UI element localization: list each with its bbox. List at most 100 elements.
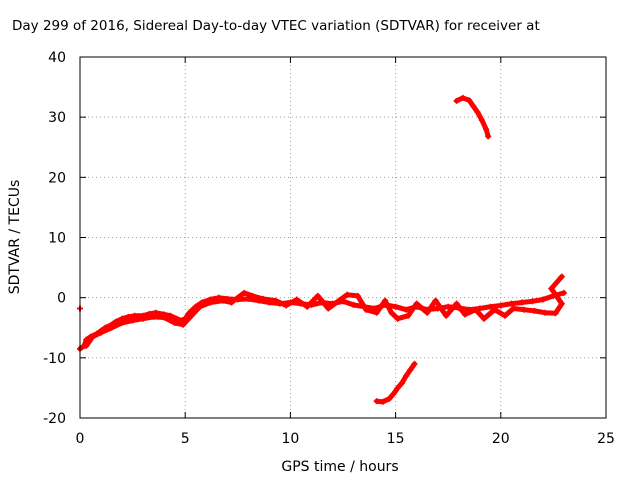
upper-trace-point [260,295,267,302]
upper-trace-line [83,274,565,349]
y-tick-label: -20 [43,411,66,427]
upper-trace-point [548,285,555,292]
upper-trace-point [480,315,487,322]
high-arc-point [478,117,485,124]
high-arc-point [474,109,481,116]
upper-trace-point [558,273,565,280]
upper-trace-point [283,302,290,309]
upper-trace-point [388,309,395,316]
upper-trace-point [424,309,431,316]
upper-trace-point [373,309,380,316]
y-tick-label: 0 [57,291,66,307]
upper-trace-point [558,300,565,307]
main-trace-point [518,299,525,306]
main-trace-point [403,306,410,313]
main-trace-point [392,303,399,310]
high-arc-point [483,126,490,133]
upper-trace-point [432,297,439,304]
y-tick-label: 40 [48,50,66,66]
upper-trace-point [161,314,168,321]
main-trace-point [560,289,567,296]
upper-trace-point [394,315,401,322]
upper-trace-point [335,297,342,304]
high-arc-point [466,97,473,104]
main-trace-point [173,315,180,322]
x-tick-label: 25 [597,431,615,447]
high-arc-point [470,103,477,110]
upper-trace-point [443,312,450,319]
y-tick-label: 30 [48,110,66,126]
upper-trace-point [382,297,389,304]
y-axis-label: SDTVAR / TECUs [7,180,23,295]
upper-trace-point [150,313,157,320]
upper-trace-point [491,306,498,313]
upper-trace-point [241,289,248,296]
upper-trace-point [502,312,509,319]
high-arc-point [485,133,492,140]
main-trace-point [539,296,546,303]
upper-trace-point [171,319,178,326]
upper-trace-point [89,333,96,340]
upper-trace-point [249,292,256,299]
upper-trace-point [108,324,115,331]
upper-trace-point [413,300,420,307]
low-arc-point [394,384,401,391]
upper-trace-point [520,306,527,313]
upper-trace-point [541,309,548,316]
y-tick-label: 10 [48,231,66,247]
data-layer [77,94,567,405]
chart-title: Day 299 of 2016, Sidereal Day-to-day VTE… [12,18,540,34]
upper-trace-point [363,306,370,313]
upper-trace-point [531,307,538,314]
upper-trace-point [354,292,361,299]
low-arc-point [379,398,386,405]
upper-trace-point [140,315,147,322]
upper-trace-point [453,300,460,307]
main-trace-point [487,303,494,310]
upper-trace-point [510,305,517,312]
main-trace-point [350,301,357,308]
x-tick-label: 5 [181,431,190,447]
upper-trace-point [272,297,279,304]
upper-trace-point [207,299,214,306]
upper-trace-point [304,303,311,310]
upper-trace-point [405,312,412,319]
upper-trace-point [552,310,559,317]
upper-trace-point [462,311,469,318]
main-trace-point [497,302,504,309]
upper-trace-point [180,321,187,328]
x-axis-label: GPS time / hours [281,459,398,475]
upper-trace-point [196,303,203,310]
upper-trace-point [293,296,300,303]
upper-trace-point [129,317,136,324]
x-tick-label: 20 [492,431,510,447]
x-tick-label: 10 [281,431,299,447]
low-arc-point [390,390,397,397]
upper-trace-point [228,299,235,306]
upper-trace-point [83,342,90,349]
low-arc-point [386,395,393,402]
main-trace-point [445,303,452,310]
upper-trace-point [314,292,321,299]
main-trace-line [77,290,567,352]
main-trace-point [529,298,536,305]
y-tick-label: 20 [48,170,66,186]
low-arc-point [398,380,405,387]
high-arc-point [459,94,466,101]
low-arc-point [407,366,414,373]
low-arc-point [403,372,410,379]
upper-trace-point [344,291,351,298]
low-arc-point [373,398,380,405]
main-trace-point [508,300,515,307]
x-tick-label: 0 [76,431,85,447]
y-tick-label: -10 [43,351,66,367]
high-arc-point [453,97,460,104]
upper-trace-point [325,305,332,312]
upper-trace-point [220,297,227,304]
low-arc-point [411,360,418,367]
x-tick-label: 15 [387,431,405,447]
tick-layer: 0 5 10 15 20 25 -20 -10 0 10 20 30 40 [43,50,615,447]
upper-trace-point [98,329,105,336]
upper-trace-point [188,312,195,319]
